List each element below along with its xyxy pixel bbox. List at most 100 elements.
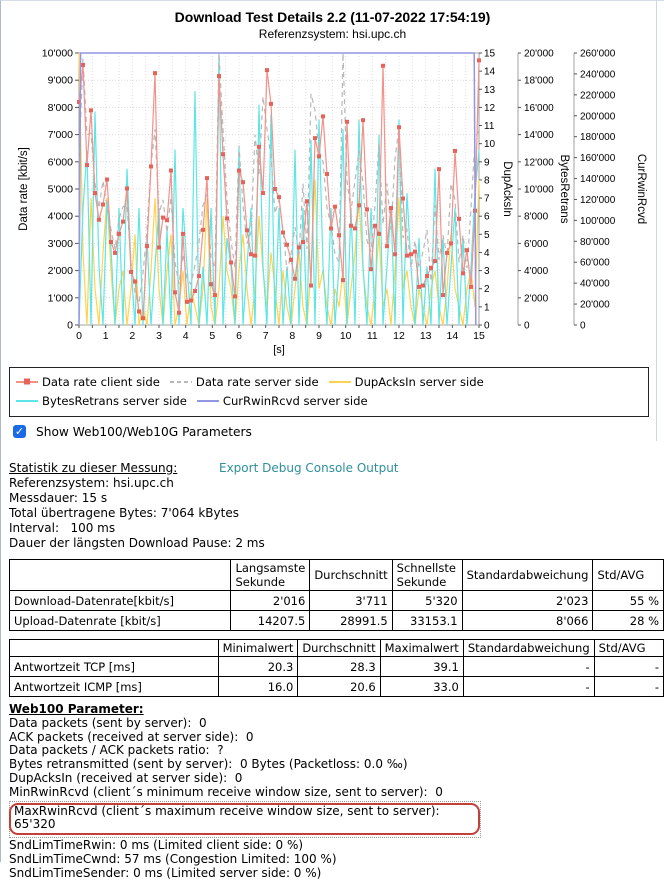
svg-text:12: 12 bbox=[393, 330, 405, 342]
table-row: Download-Datenrate[kbit/s] 2'016 3'711 5'32… bbox=[8, 590, 664, 611]
svg-text:5: 5 bbox=[484, 230, 490, 241]
value-cell: 14207.5 bbox=[230, 610, 311, 631]
svg-text:260'000: 260'000 bbox=[580, 49, 616, 60]
legend-label: CurRwinRcvd server side bbox=[222, 394, 368, 408]
svg-text:10'000: 10'000 bbox=[524, 185, 554, 196]
svg-text:3: 3 bbox=[156, 330, 162, 342]
web100-line: ACK packets (received at server side): 0 bbox=[9, 729, 254, 744]
web100-line: Data packets / ACK packets ratio: ? bbox=[9, 743, 224, 758]
svg-text:13: 13 bbox=[420, 330, 432, 342]
svg-text:5'000: 5'000 bbox=[48, 184, 74, 196]
svg-text:9: 9 bbox=[484, 157, 490, 168]
column-header: Durchschnitt bbox=[297, 639, 381, 657]
svg-text:14: 14 bbox=[484, 67, 496, 78]
column-header: Std/AVG bbox=[592, 559, 664, 591]
svg-text:Data rate [kbit/s]: Data rate [kbit/s] bbox=[18, 147, 30, 231]
svg-text:6: 6 bbox=[236, 330, 242, 342]
stats-line: Dauer der längsten Download Pause: 2 ms bbox=[9, 536, 265, 550]
checkmark-icon: ✓ bbox=[14, 425, 25, 438]
svg-text:8: 8 bbox=[484, 175, 490, 186]
web100-line: SndLimTimeSender: 0 ms (Limited server s… bbox=[9, 865, 322, 880]
stats-line: Messdauer: 15 s bbox=[9, 491, 108, 505]
svg-text:180'000: 180'000 bbox=[580, 132, 616, 143]
column-header: Standardabweichung bbox=[462, 639, 595, 657]
datarate-table: Langsamste Sekunde Durchschnitt Schnellste… bbox=[8, 559, 664, 631]
svg-text:8'000: 8'000 bbox=[48, 102, 74, 114]
svg-text:15: 15 bbox=[484, 49, 496, 60]
svg-text:80'000: 80'000 bbox=[580, 237, 610, 248]
value-cell: 3'711 bbox=[309, 590, 393, 611]
svg-text:2'000: 2'000 bbox=[524, 293, 549, 304]
svg-text:[s]: [s] bbox=[273, 344, 285, 356]
svg-text:16'000: 16'000 bbox=[524, 103, 554, 114]
value-cell: 55 % bbox=[592, 590, 664, 611]
table-row: Upload-Datenrate [kbit/s] 14207.5 28991.5 3… bbox=[8, 610, 664, 631]
column-header: Maximalwert bbox=[379, 639, 464, 657]
page-title: Download Test Details 2.2 (11-07-2022 17… bbox=[174, 9, 491, 25]
svg-text:10'000: 10'000 bbox=[42, 48, 73, 60]
chart-legend: Data rate client side Data rate server si… bbox=[9, 367, 649, 417]
value-cell: 2'016 bbox=[230, 590, 311, 611]
export-debug-link[interactable]: Export Debug Console Output bbox=[219, 461, 399, 475]
svg-text:0: 0 bbox=[580, 321, 586, 332]
row-label: Antwortzeit TCP [ms] bbox=[9, 656, 219, 677]
legend-label: BytesRetrans server side bbox=[42, 394, 187, 408]
svg-text:12: 12 bbox=[484, 103, 496, 114]
row-label: Download-Datenrate[kbit/s] bbox=[8, 590, 232, 611]
stats-line: Total übertragene Bytes: 7'064 kBytes bbox=[9, 506, 239, 520]
column-header: Standardabweichung bbox=[461, 559, 594, 591]
svg-text:CurRwinRcvd: CurRwinRcvd bbox=[635, 154, 647, 224]
value-cell: 5'320 bbox=[391, 590, 463, 611]
value-cell: 28991.5 bbox=[309, 610, 393, 631]
value-cell: 8'066 bbox=[461, 610, 594, 631]
svg-text:1: 1 bbox=[484, 302, 490, 313]
table-row: Antwortzeit ICMP [ms] 16.0 20.6 33.0- - bbox=[9, 676, 664, 697]
svg-text:2: 2 bbox=[129, 330, 135, 342]
column-header: Langsamste Sekunde bbox=[230, 559, 311, 591]
web100-section: Web100 Parameter: Data packets (sent by … bbox=[9, 702, 664, 881]
svg-text:2'000: 2'000 bbox=[48, 265, 74, 277]
download-chart: 0 1'000 2'000 3'000 4'000 5'000 6'000 7'000 8'00… bbox=[1, 41, 664, 363]
value-cell: - bbox=[462, 656, 595, 677]
column-header: Schnellste Sekunde bbox=[391, 559, 463, 591]
statistics-section: Statistik zu dieser Messung: Export Debu… bbox=[9, 461, 664, 551]
legend-item: CurRwinRcvd server side bbox=[196, 392, 368, 411]
value-cell: 20.6 bbox=[297, 676, 381, 697]
statistics-heading: Statistik zu dieser Messung: bbox=[9, 461, 178, 475]
legend-item: BytesRetrans server side bbox=[16, 392, 187, 411]
svg-text:100'000: 100'000 bbox=[580, 216, 616, 227]
svg-text:200'000: 200'000 bbox=[580, 111, 616, 122]
web100-line: DupAcksIn (received at server side): 0 bbox=[9, 770, 243, 785]
show-parameters-row: ✓ Show Web100/Web10G Parameters bbox=[13, 424, 664, 439]
web100-line: MaxRwinRcvd (client´s maximum receive wi… bbox=[9, 800, 481, 839]
legend-label: DupAcksIn server side bbox=[354, 375, 484, 389]
svg-text:4: 4 bbox=[484, 248, 490, 259]
column-header: Std/AVG bbox=[593, 639, 664, 657]
svg-text:1: 1 bbox=[103, 330, 109, 342]
show-parameters-checkbox[interactable]: ✓ bbox=[13, 425, 26, 438]
show-parameters-label: Show Web100/Web10G Parameters bbox=[36, 424, 252, 439]
value-cell: 28.3 bbox=[297, 656, 381, 677]
latency-table: Minimalwert Durchschnitt Maximalwert Standa… bbox=[9, 639, 664, 697]
svg-text:18'000: 18'000 bbox=[524, 76, 554, 87]
legend-swatch-icon bbox=[16, 400, 38, 402]
svg-text:8'000: 8'000 bbox=[524, 212, 549, 223]
legend-swatch-icon bbox=[328, 381, 351, 383]
svg-text:8: 8 bbox=[289, 330, 295, 342]
svg-text:0: 0 bbox=[524, 321, 530, 332]
svg-text:7'000: 7'000 bbox=[48, 129, 74, 141]
legend-label: Data rate client side bbox=[42, 375, 160, 389]
svg-text:6'000: 6'000 bbox=[48, 156, 74, 168]
svg-text:7: 7 bbox=[484, 194, 490, 205]
value-cell: 2'023 bbox=[461, 590, 594, 611]
svg-text:14: 14 bbox=[446, 330, 458, 342]
legend-item: Data rate server side bbox=[169, 373, 319, 392]
value-cell: 28 % bbox=[592, 610, 664, 631]
column-header bbox=[9, 639, 219, 657]
svg-text:11: 11 bbox=[367, 330, 378, 342]
row-label: Antwortzeit ICMP [ms] bbox=[9, 676, 219, 697]
svg-text:15: 15 bbox=[473, 330, 485, 342]
value-cell: 20.3 bbox=[217, 656, 299, 677]
highlighted-parameter: MaxRwinRcvd (client´s maximum receive wi… bbox=[9, 802, 480, 836]
svg-text:4'000: 4'000 bbox=[48, 211, 74, 223]
